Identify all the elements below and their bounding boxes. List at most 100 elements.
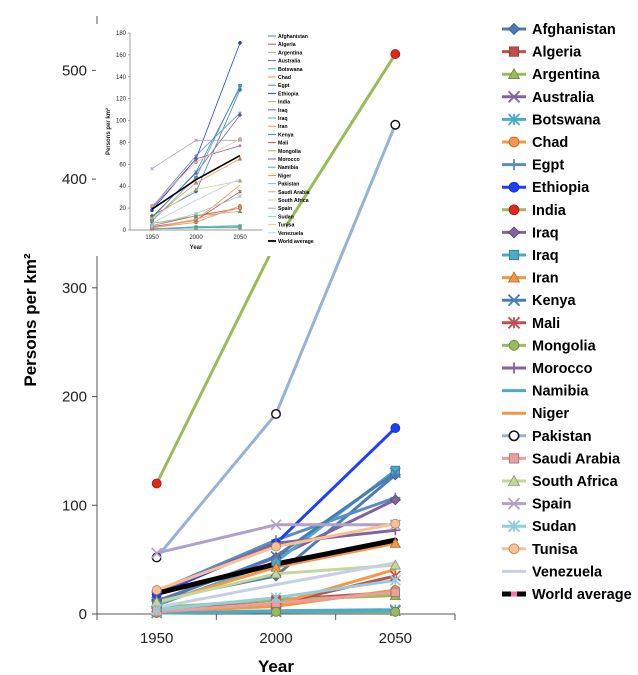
inset-legend-label-sudan-22: Sudan xyxy=(278,214,294,220)
legend-marker-egpt-6 xyxy=(508,159,520,171)
inset-point-tunisa-23-2050 xyxy=(238,137,242,141)
point-india-8-1950 xyxy=(151,478,162,489)
inset-point-saudi-arabia-19-2050 xyxy=(238,206,242,210)
x-tick-label-2050: 2050 xyxy=(379,630,412,647)
point-sudan-22-2050 xyxy=(389,574,401,586)
legend-marker-tunisa-23 xyxy=(508,543,520,555)
legend-marker-egpt-6-shape xyxy=(508,159,520,171)
inset-point-spain-21-2000-shape xyxy=(194,138,198,143)
inset-legend-label-spain-21: Spain xyxy=(278,206,292,212)
legend-marker-australia-3-shape xyxy=(507,90,521,103)
inset-legend-label-kenya-12: Kenya xyxy=(278,132,294,138)
x-tick-label-1950: 1950 xyxy=(140,630,173,647)
inset-y-tick-label-60: 60 xyxy=(119,162,126,168)
inset-legend-label-egpt-6: Egpt xyxy=(278,83,290,89)
legend-label-saudi-arabia-19: Saudi Arabia xyxy=(532,451,621,467)
inset-point-afghanistan-0-2000 xyxy=(193,189,199,194)
point-iraq-9-2050 xyxy=(389,494,401,506)
legend-marker-india-8 xyxy=(508,204,520,216)
legend-label-pakistan-18: Pakistan xyxy=(532,429,592,445)
inset-chart: 0 20 40 60 80 100 120 140 160 180 1950 2000 2050 Year… xyxy=(96,24,314,256)
legend-marker-saudi-arabia-19-shape xyxy=(508,453,520,464)
inset-point-iraq-10-2000 xyxy=(194,175,198,180)
inset-point-iraq-10-2050-shape xyxy=(238,83,242,88)
legend-marker-spain-21-shape xyxy=(507,497,521,510)
inset-point-kenya-12-2000-shape xyxy=(194,170,198,174)
legend-marker-mali-13-shape xyxy=(507,316,521,329)
legend-marker-india-8-shape xyxy=(508,204,520,216)
legend-marker-afghanistan-0-shape xyxy=(507,22,521,36)
inset-legend-label-niger-17: Niger xyxy=(278,173,291,179)
point-tunisa-23-2050 xyxy=(390,518,401,529)
point-kenya-12-2050-shape xyxy=(389,467,401,479)
legend-label-iran-11: Iran xyxy=(532,271,559,287)
inset-point-spain-21-1950-shape xyxy=(150,166,154,171)
point-pakistan-18-2000-shape xyxy=(271,408,281,419)
point-tunisa-23-1950-shape xyxy=(151,585,162,595)
inset-legend-label-mali-13: Mali xyxy=(278,141,289,147)
point-iraq-9-2050-shape xyxy=(389,494,401,506)
x-tick-label-2000: 2000 xyxy=(259,630,292,647)
legend-marker-mongolia-14-shape xyxy=(508,340,520,351)
legend-marker-mongolia-14 xyxy=(508,340,520,351)
legend-swatch-marker-25 xyxy=(511,591,517,597)
inset-y-tick-label-0: 0 xyxy=(123,228,127,234)
inset-point-kenya-12-2000 xyxy=(194,170,198,174)
inset-legend-label-pakistan-18: Pakistan xyxy=(278,182,299,188)
inset-background xyxy=(96,24,286,256)
inset-legend-label-venezuela-24: Venezuela xyxy=(278,231,303,237)
legend-label-afghanistan-0: Afghanistan xyxy=(532,22,616,38)
legend-marker-south-africa-20 xyxy=(507,474,521,486)
legend-marker-ethiopia-7 xyxy=(508,181,520,193)
point-pakistan-18-2050-shape xyxy=(390,119,401,130)
legend-label-world-average-25: World average xyxy=(532,587,632,603)
inset-point-iraq-9-2050-shape xyxy=(237,113,243,118)
inset-point-mali-13-2050 xyxy=(238,189,242,194)
inset-point-iran-11-2000-shape xyxy=(193,180,199,185)
inset-point-kenya-12-2050-shape xyxy=(238,85,242,90)
legend-marker-spain-21 xyxy=(507,497,521,510)
point-ethiopia-7-2050 xyxy=(390,423,401,433)
legend-marker-argentina-2 xyxy=(507,67,521,79)
inset-point-sudan-22-1950 xyxy=(150,223,154,228)
legend-label-mali-13: Mali xyxy=(532,316,560,332)
inset-point-morocco-15-2000-shape xyxy=(194,157,198,161)
legend-marker-iran-11-shape xyxy=(507,271,521,283)
inset-point-sudan-22-2050 xyxy=(238,194,242,198)
x-axis-title: Year xyxy=(258,657,294,675)
inset-point-iraq-10-2050 xyxy=(238,83,242,88)
series-line-venezuela-24 xyxy=(155,561,397,609)
point-spain-21-1950 xyxy=(151,547,163,559)
inset-point-sudan-22-2050-shape xyxy=(238,194,242,198)
inset-x-axis-title: Year xyxy=(190,245,203,251)
point-mongolia-14-2000-shape xyxy=(271,606,281,617)
y-tick-label-100: 100 xyxy=(62,497,87,514)
point-saudi-arabia-19-2050 xyxy=(390,587,400,597)
legend-marker-sudan-22 xyxy=(507,520,521,533)
inset-legend-label-india-8: India xyxy=(278,100,290,106)
point-india-8-2050-shape xyxy=(390,49,401,59)
inset-y-tick-label-100: 100 xyxy=(116,119,127,125)
legend-marker-pakistan-18 xyxy=(508,430,520,442)
point-iraq-10-2050-shape xyxy=(390,465,400,476)
inset-point-south-africa-20-1950 xyxy=(149,215,155,220)
inset-series-line-venezuela-24 xyxy=(151,178,241,224)
legend-marker-mali-13 xyxy=(507,316,521,329)
point-india-8-1950-shape xyxy=(151,478,162,489)
point-ethiopia-7-2050-shape xyxy=(390,423,401,433)
inset-point-kenya-12-2050 xyxy=(238,85,242,90)
legend-label-argentina-2: Argentina xyxy=(532,67,601,83)
inset-legend-label-saudi-arabia-19: Saudi Arabia xyxy=(278,190,310,196)
point-kenya-12-2000 xyxy=(270,550,282,562)
inset-legend-label-australia-3: Australia xyxy=(278,59,300,65)
inset-point-afghanistan-0-2000-shape xyxy=(193,189,199,194)
inset-point-saudi-arabia-19-2000 xyxy=(194,217,198,221)
legend-label-chad-5: Chad xyxy=(532,135,568,151)
inset-x-tick-label-2000: 2000 xyxy=(189,235,203,241)
legend-label-kenya-12: Kenya xyxy=(532,293,576,309)
legend-label-south-africa-20: South Africa xyxy=(532,474,619,490)
point-sudan-22-2050-shape xyxy=(389,574,401,586)
inset-x-tick-label-2050: 2050 xyxy=(233,235,247,241)
legend-marker-iraq-9 xyxy=(507,226,521,239)
